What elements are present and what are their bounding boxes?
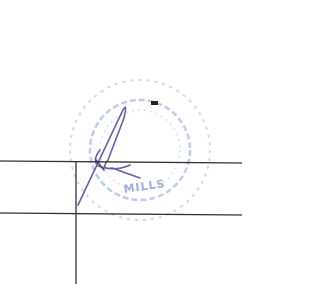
- paper: [0, 0, 242, 284]
- ink-mark: [151, 101, 158, 105]
- document-fragment: MILLS: [0, 0, 242, 284]
- page: MILLS (() => { const data = JSON.parse(d…: [0, 0, 242, 284]
